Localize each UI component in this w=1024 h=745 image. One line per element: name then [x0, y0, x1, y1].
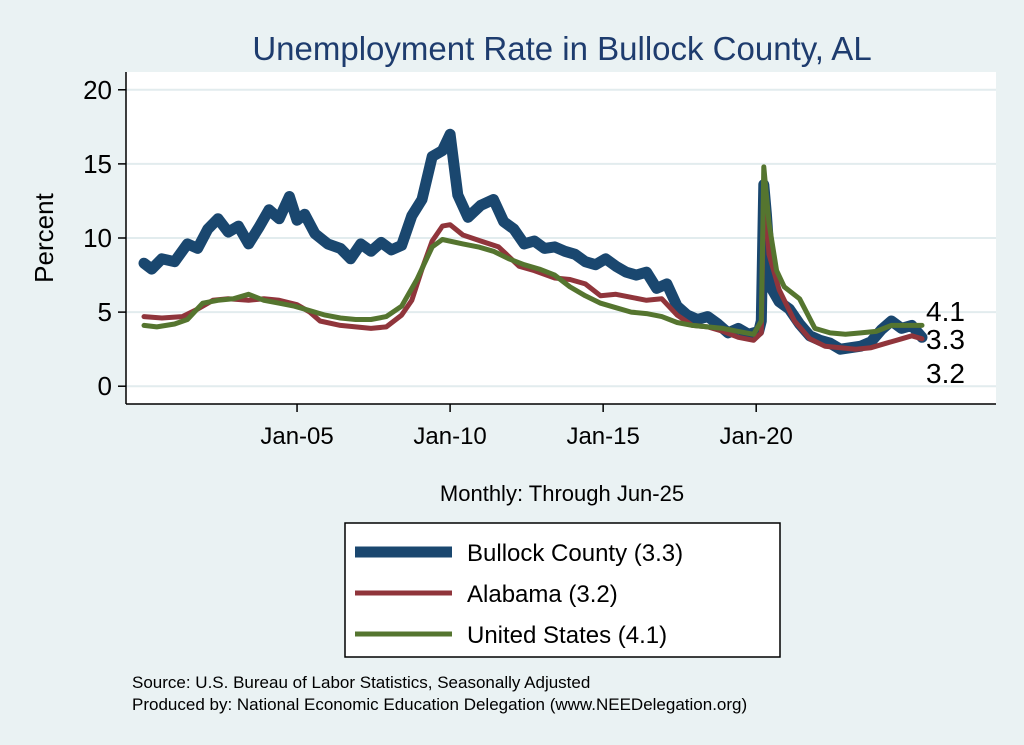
- legend-label: United States (4.1): [467, 622, 667, 649]
- legend-label: Alabama (3.2): [467, 581, 618, 608]
- x-tick-label: Jan-15: [566, 423, 639, 450]
- x-tick-label: Jan-10: [413, 423, 486, 450]
- source-note: Source: U.S. Bureau of Labor Statistics,…: [132, 673, 590, 692]
- chart-title: Unemployment Rate in Bullock County, AL: [252, 30, 871, 67]
- y-axis-label: Percent: [29, 192, 59, 282]
- series-end-label: 3.2: [926, 358, 965, 389]
- series-line: [141, 164, 925, 337]
- y-tick-label: 10: [83, 223, 112, 253]
- y-axis-ticks: 0 5 10 15 20: [83, 75, 126, 401]
- series-end-label: 4.1: [926, 296, 965, 327]
- series-end-labels: 3.33.2 4.1: [926, 296, 965, 389]
- x-tick-label: Jan-05: [260, 423, 333, 450]
- y-tick-label: 5: [98, 297, 112, 327]
- series-lines: [138, 128, 928, 355]
- x-tick-label: Jan-20: [720, 423, 793, 450]
- legend: Bullock County (3.3) Alabama (3.2) United …: [344, 522, 781, 658]
- y-tick-label: 0: [98, 371, 112, 401]
- producer-note: Produced by: National Economic Education…: [132, 695, 747, 714]
- series-end-label: 3.3: [926, 324, 965, 355]
- legend-label: Bullock County (3.3): [467, 540, 683, 567]
- x-axis-label: Monthly: Through Jun-25: [440, 481, 684, 506]
- x-axis-ticks: Jan-05 Jan-10 Jan-15 Jan-20: [260, 404, 793, 450]
- y-tick-label: 20: [83, 75, 112, 105]
- gridlines: [126, 88, 996, 388]
- y-tick-label: 15: [83, 149, 112, 179]
- legend-entries: Bullock County (3.3) Alabama (3.2) United …: [355, 540, 683, 649]
